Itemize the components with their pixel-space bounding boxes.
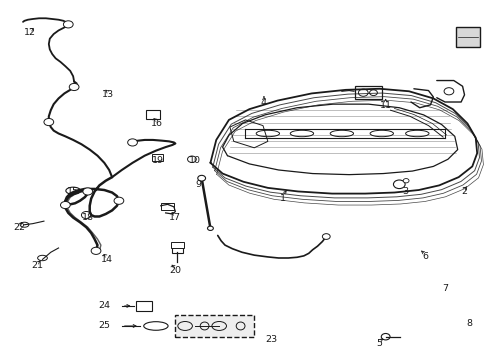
FancyBboxPatch shape <box>161 203 174 210</box>
Circle shape <box>381 333 389 340</box>
Circle shape <box>197 175 205 181</box>
FancyBboxPatch shape <box>354 86 381 99</box>
Circle shape <box>69 84 79 91</box>
Text: 16: 16 <box>151 119 163 128</box>
FancyBboxPatch shape <box>175 315 254 337</box>
Ellipse shape <box>20 222 29 227</box>
Circle shape <box>91 247 101 255</box>
Circle shape <box>393 180 405 189</box>
Text: 3: 3 <box>401 187 407 196</box>
Text: 7: 7 <box>441 284 447 293</box>
Text: 19: 19 <box>152 156 163 165</box>
Ellipse shape <box>66 187 81 194</box>
Circle shape <box>207 226 213 230</box>
FancyBboxPatch shape <box>136 301 152 311</box>
FancyBboxPatch shape <box>151 153 163 161</box>
FancyBboxPatch shape <box>145 110 160 119</box>
Text: 23: 23 <box>264 335 277 344</box>
FancyBboxPatch shape <box>172 246 183 253</box>
Circle shape <box>443 88 453 95</box>
Text: 8: 8 <box>466 319 471 328</box>
Text: 13: 13 <box>102 90 114 99</box>
Text: 4: 4 <box>261 98 266 107</box>
Circle shape <box>114 197 123 204</box>
Text: 15: 15 <box>67 187 79 196</box>
Circle shape <box>127 139 137 146</box>
Text: 20: 20 <box>169 266 181 275</box>
Text: 11: 11 <box>379 101 391 110</box>
Circle shape <box>63 21 73 28</box>
Text: 21: 21 <box>32 261 43 270</box>
Circle shape <box>83 188 92 195</box>
Text: 10: 10 <box>188 156 201 165</box>
Ellipse shape <box>38 255 47 261</box>
Circle shape <box>322 234 329 239</box>
FancyBboxPatch shape <box>170 242 184 248</box>
Text: 18: 18 <box>81 213 94 222</box>
Text: 17: 17 <box>169 213 181 222</box>
Text: 24: 24 <box>98 301 110 310</box>
Circle shape <box>44 118 54 126</box>
Circle shape <box>403 179 408 183</box>
Circle shape <box>187 156 196 162</box>
Text: 25: 25 <box>98 321 110 330</box>
Text: 1: 1 <box>279 194 285 203</box>
Text: 22: 22 <box>14 223 25 232</box>
Text: 12: 12 <box>24 28 36 37</box>
FancyBboxPatch shape <box>455 27 479 47</box>
Text: 9: 9 <box>195 180 201 189</box>
Text: 14: 14 <box>101 255 113 264</box>
Text: 6: 6 <box>422 252 427 261</box>
Circle shape <box>81 211 91 219</box>
Circle shape <box>61 202 70 209</box>
Text: 5: 5 <box>375 339 381 348</box>
Text: 2: 2 <box>461 187 467 196</box>
